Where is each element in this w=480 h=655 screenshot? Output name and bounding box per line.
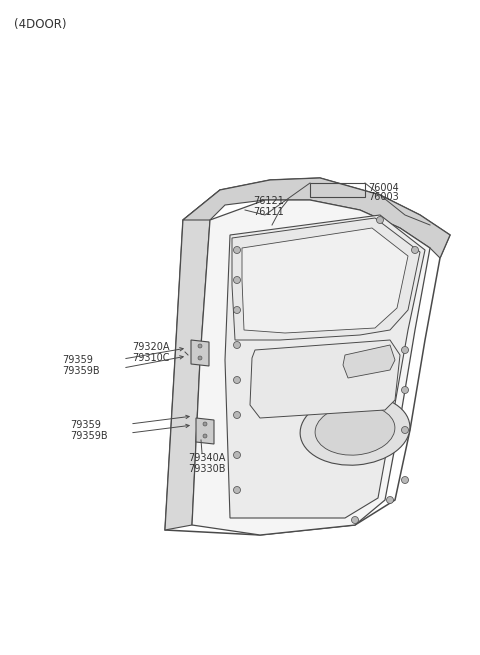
Circle shape [376,217,384,223]
Text: 79359B: 79359B [62,366,100,376]
Text: 79320A: 79320A [132,342,169,352]
Text: 76111: 76111 [253,207,284,217]
Polygon shape [183,178,450,258]
Circle shape [203,422,207,426]
Circle shape [401,346,408,354]
Circle shape [401,476,408,483]
Circle shape [198,344,202,348]
Circle shape [411,246,419,253]
Circle shape [401,386,408,394]
Polygon shape [165,190,225,530]
Ellipse shape [285,358,335,392]
Text: 79359B: 79359B [70,431,108,441]
Polygon shape [242,228,408,333]
Text: 76003: 76003 [368,192,399,202]
Bar [310,183,365,197]
Text: 76004: 76004 [368,183,399,193]
Circle shape [198,356,202,360]
Circle shape [233,307,240,314]
Circle shape [386,496,394,504]
Circle shape [233,276,240,284]
Text: 79330B: 79330B [188,464,226,474]
Circle shape [233,451,240,458]
Polygon shape [232,218,420,340]
Circle shape [401,426,408,434]
Text: 79310C: 79310C [132,353,169,363]
Circle shape [203,434,207,438]
Text: (4DOOR): (4DOOR) [14,18,67,31]
Polygon shape [225,215,425,518]
Circle shape [233,246,240,253]
Circle shape [233,341,240,348]
Text: 79359: 79359 [62,355,93,365]
Ellipse shape [300,395,410,465]
Circle shape [233,377,240,383]
Polygon shape [250,340,400,418]
Text: 79359: 79359 [70,420,101,430]
Circle shape [351,517,359,523]
Polygon shape [343,345,395,378]
Polygon shape [191,340,209,366]
Ellipse shape [315,405,395,455]
Circle shape [233,411,240,419]
Ellipse shape [275,350,345,400]
Text: 79340A: 79340A [188,453,226,463]
Text: 76121: 76121 [253,196,284,206]
Circle shape [233,487,240,493]
Polygon shape [192,200,430,535]
Polygon shape [196,418,214,444]
